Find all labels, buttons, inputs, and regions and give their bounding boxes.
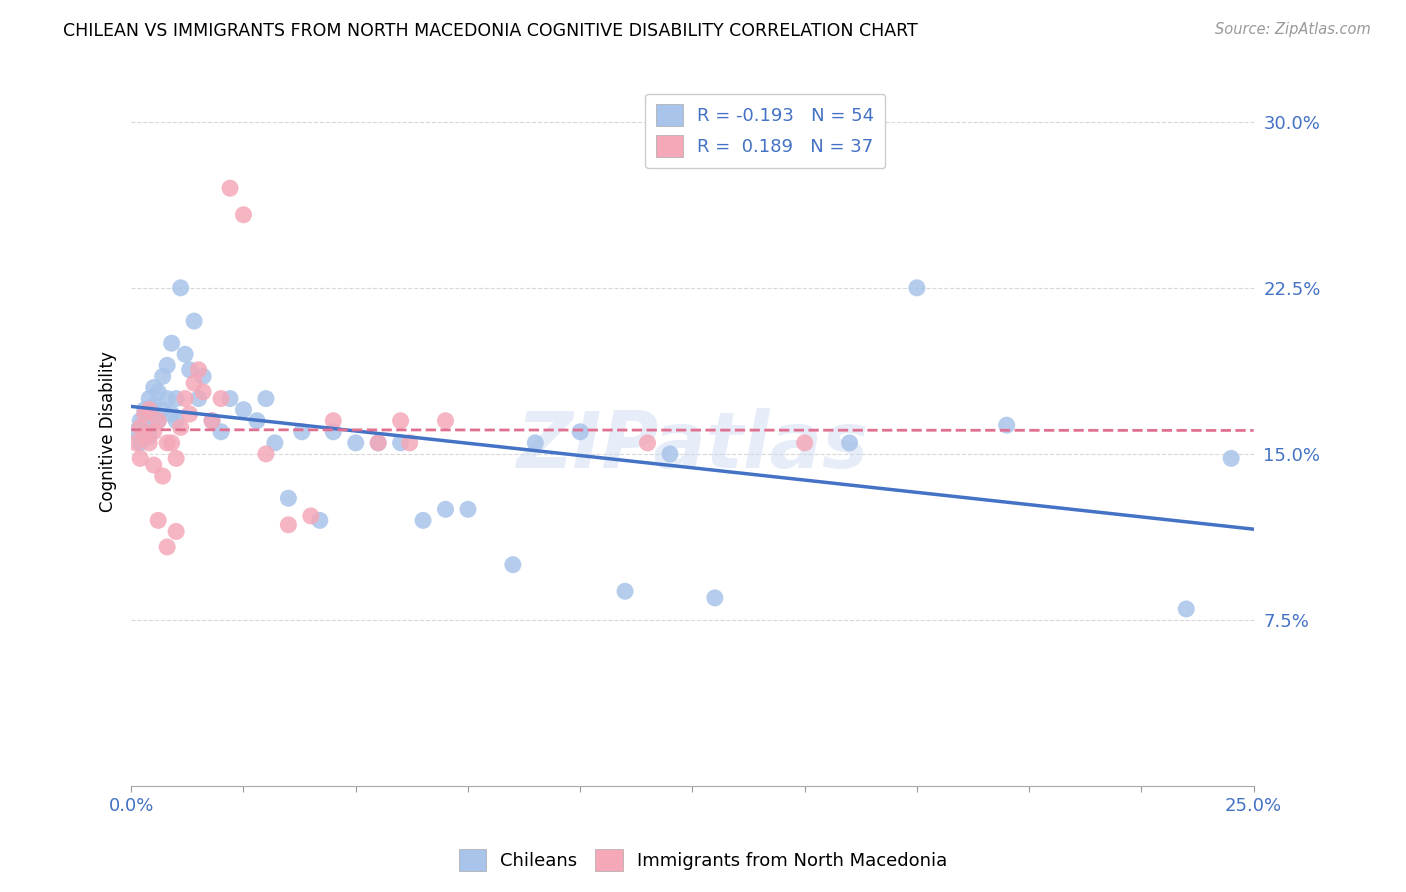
Point: [412, 513, 434, 527]
Point: [995, 418, 1018, 433]
Point: [138, 402, 160, 417]
Point: [156, 359, 179, 373]
Point: [134, 402, 156, 417]
Point: [165, 451, 187, 466]
Point: [152, 402, 174, 417]
Point: [125, 435, 148, 450]
Point: [434, 502, 457, 516]
Point: [299, 508, 322, 523]
Point: [179, 363, 201, 377]
Point: [160, 407, 183, 421]
Point: [232, 208, 254, 222]
Point: [142, 458, 165, 472]
Point: [277, 517, 299, 532]
Point: [129, 414, 152, 428]
Point: [434, 414, 457, 428]
Point: [322, 414, 344, 428]
Y-axis label: Cognitive Disability: Cognitive Disability: [100, 351, 117, 512]
Point: [183, 314, 205, 328]
Point: [183, 376, 205, 390]
Point: [134, 429, 156, 443]
Point: [291, 425, 314, 439]
Point: [344, 435, 367, 450]
Point: [264, 435, 287, 450]
Text: ZIPatlas: ZIPatlas: [516, 408, 869, 484]
Point: [838, 435, 860, 450]
Point: [389, 435, 412, 450]
Point: [165, 524, 187, 539]
Legend: Chileans, Immigrants from North Macedonia: Chileans, Immigrants from North Macedoni…: [451, 842, 955, 879]
Point: [209, 392, 232, 406]
Point: [134, 407, 156, 421]
Point: [165, 392, 187, 406]
Point: [138, 407, 160, 421]
Point: [398, 435, 420, 450]
Point: [156, 392, 179, 406]
Point: [160, 336, 183, 351]
Point: [138, 435, 160, 450]
Point: [219, 392, 242, 406]
Legend: R = -0.193   N = 54, R =  0.189   N = 37: R = -0.193 N = 54, R = 0.189 N = 37: [645, 94, 886, 169]
Point: [142, 425, 165, 439]
Text: CHILEAN VS IMMIGRANTS FROM NORTH MACEDONIA COGNITIVE DISABILITY CORRELATION CHAR: CHILEAN VS IMMIGRANTS FROM NORTH MACEDON…: [63, 22, 918, 40]
Point: [219, 181, 242, 195]
Point: [148, 513, 170, 527]
Point: [367, 435, 389, 450]
Point: [129, 451, 152, 466]
Point: [389, 414, 412, 428]
Point: [174, 392, 197, 406]
Point: [569, 425, 592, 439]
Point: [152, 469, 174, 483]
Point: [169, 281, 191, 295]
Point: [152, 369, 174, 384]
Point: [254, 447, 277, 461]
Point: [367, 435, 389, 450]
Point: [322, 425, 344, 439]
Point: [254, 392, 277, 406]
Point: [148, 414, 170, 428]
Point: [703, 591, 725, 605]
Point: [201, 414, 224, 428]
Point: [793, 435, 815, 450]
Point: [502, 558, 524, 572]
Point: [148, 414, 170, 428]
Point: [174, 347, 197, 361]
Point: [659, 447, 682, 461]
Point: [191, 369, 214, 384]
Point: [148, 384, 170, 399]
Point: [905, 281, 928, 295]
Point: [169, 420, 191, 434]
Point: [201, 414, 224, 428]
Point: [187, 363, 209, 377]
Point: [191, 384, 214, 399]
Point: [524, 435, 547, 450]
Point: [165, 414, 187, 428]
Point: [129, 420, 152, 434]
Point: [277, 491, 299, 506]
Point: [209, 425, 232, 439]
Point: [156, 435, 179, 450]
Point: [160, 435, 183, 450]
Point: [1220, 451, 1243, 466]
Point: [156, 540, 179, 554]
Point: [232, 402, 254, 417]
Point: [614, 584, 637, 599]
Point: [138, 429, 160, 443]
Point: [457, 502, 479, 516]
Point: [125, 425, 148, 439]
Point: [179, 407, 201, 421]
Text: Source: ZipAtlas.com: Source: ZipAtlas.com: [1215, 22, 1371, 37]
Point: [308, 513, 330, 527]
Point: [246, 414, 269, 428]
Point: [187, 392, 209, 406]
Point: [637, 435, 659, 450]
Point: [142, 380, 165, 394]
Point: [134, 420, 156, 434]
Point: [138, 392, 160, 406]
Point: [1175, 602, 1198, 616]
Point: [142, 398, 165, 412]
Point: [129, 435, 152, 450]
